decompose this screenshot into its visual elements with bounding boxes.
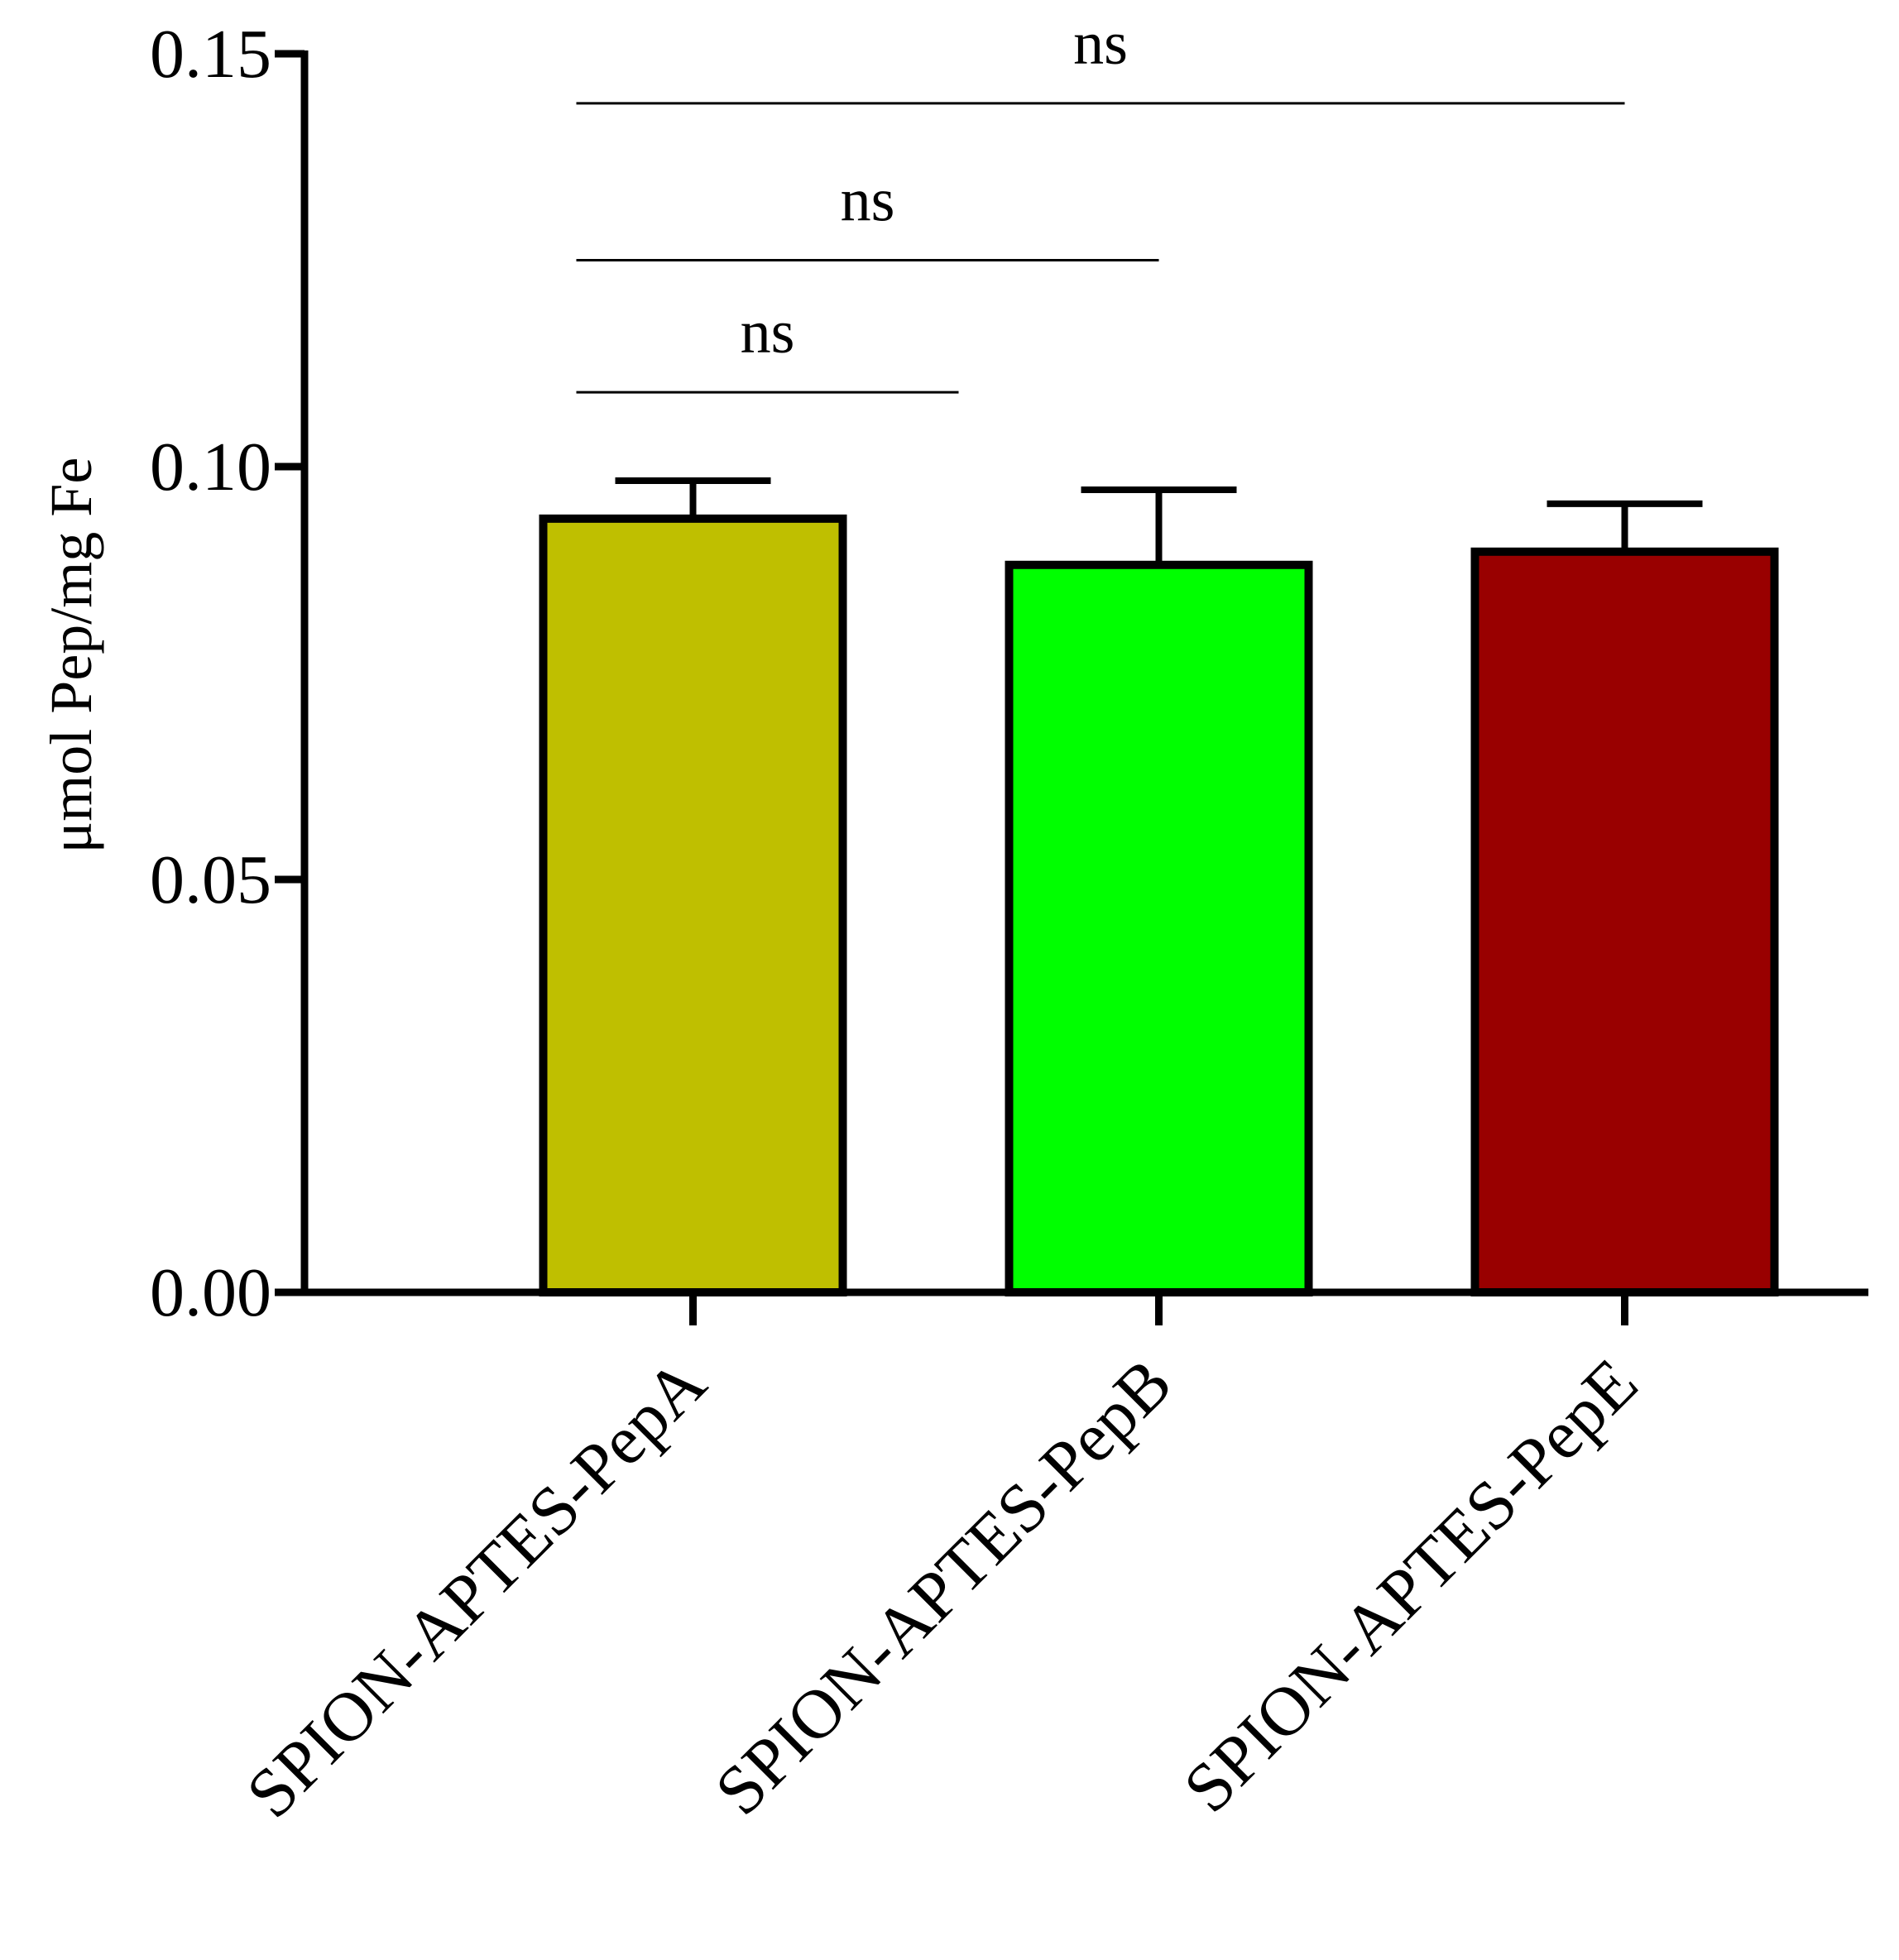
- y-tick-label: 0.15: [150, 16, 271, 93]
- y-tick-label: 0.05: [150, 841, 271, 918]
- significance-label: ns: [1073, 10, 1128, 78]
- bar: [539, 514, 847, 1296]
- significance-label: ns: [741, 299, 795, 367]
- y-tick-label: 0.00: [150, 1254, 271, 1331]
- category-label: SPION-APTES-PepE: [1169, 1344, 1652, 1828]
- category-label: SPION-APTES-PepA: [232, 1344, 721, 1833]
- category-label: SPION-APTES-PepB: [701, 1344, 1187, 1830]
- bars: [539, 477, 1779, 1296]
- y-tick-label: 0.10: [150, 429, 271, 506]
- bar: [1005, 560, 1313, 1296]
- category-labels: SPION-APTES-PepASPION-APTES-PepBSPION-AP…: [232, 1344, 1652, 1833]
- significance-label: ns: [841, 167, 895, 235]
- y-axis-title: μmol Pep/mg Fe: [38, 458, 104, 854]
- bar: [1470, 547, 1779, 1296]
